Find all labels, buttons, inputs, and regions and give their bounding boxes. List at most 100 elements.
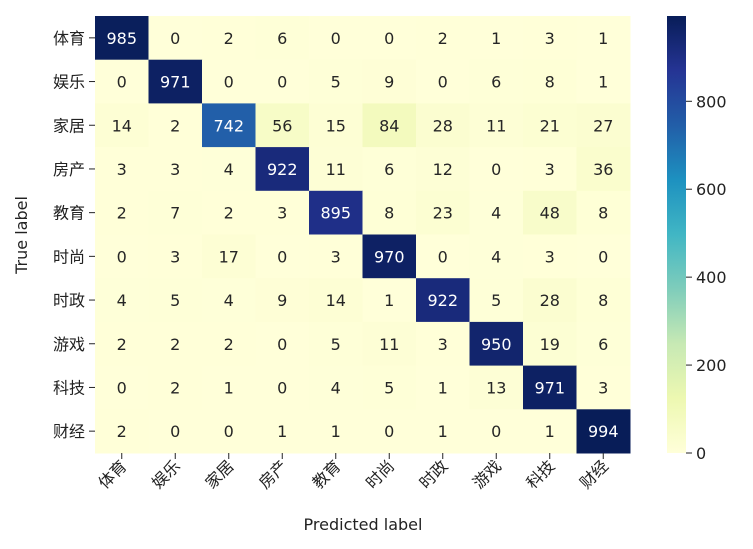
x-tick-label: 财经 <box>576 456 612 492</box>
heatmap-cell <box>416 190 470 235</box>
cell-value-label: 5 <box>331 335 341 354</box>
cell-value-label: 4 <box>117 291 127 310</box>
heatmap-cell <box>202 59 256 104</box>
x-tick-label: 娱乐 <box>148 456 184 492</box>
heatmap-cell <box>416 16 470 61</box>
x-tick-label: 时尚 <box>362 456 398 492</box>
cell-value-label: 11 <box>379 335 399 354</box>
cell-value-label: 6 <box>277 29 287 48</box>
heatmap-cell <box>523 190 577 235</box>
cell-value-label: 3 <box>170 247 180 266</box>
heatmap-cell <box>255 16 310 61</box>
x-tick-label: 房产 <box>255 456 291 492</box>
x-tick-label: 科技 <box>523 456 559 492</box>
heatmap-cell <box>309 409 363 454</box>
heatmap-cell <box>148 409 203 454</box>
heatmap-cell <box>469 409 524 454</box>
cell-value-label: 0 <box>277 247 287 266</box>
cell-value-label: 2 <box>224 335 234 354</box>
y-tick-label: 时政 <box>53 291 85 310</box>
cell-value-label: 28 <box>540 291 560 310</box>
cell-value-label: 1 <box>384 291 394 310</box>
heatmap-cell <box>523 278 577 323</box>
cell-value-label: 742 <box>213 116 244 135</box>
cell-value-label: 17 <box>219 247 239 266</box>
heatmap-cell <box>309 147 363 192</box>
heatmap-cell <box>469 321 524 367</box>
heatmap-cell <box>416 365 470 410</box>
cell-value-label: 0 <box>170 29 180 48</box>
x-tick-label: 家居 <box>202 456 238 492</box>
heatmap-cell <box>148 103 203 148</box>
cell-value-label: 8 <box>384 204 394 223</box>
colorbar-tick-label: 800 <box>696 92 727 111</box>
heatmap-cell <box>576 190 631 235</box>
cell-value-label: 3 <box>545 247 555 266</box>
cell-value-label: 5 <box>170 291 180 310</box>
heatmap-cell <box>255 103 310 148</box>
cell-value-label: 0 <box>170 422 180 441</box>
cell-value-label: 0 <box>277 335 287 354</box>
cell-value-label: 1 <box>331 422 341 441</box>
heatmap-cell <box>309 190 363 235</box>
heatmap-cell <box>202 16 256 61</box>
cell-value-label: 985 <box>106 29 137 48</box>
cell-value-label: 1 <box>277 422 287 441</box>
cell-value-label: 2 <box>170 335 180 354</box>
heatmap-cell <box>95 190 149 235</box>
heatmap-cell <box>309 59 363 104</box>
colorbar-tick-label: 400 <box>696 268 727 287</box>
heatmap-cell <box>202 190 256 235</box>
cell-value-label: 23 <box>433 204 453 223</box>
heatmap-cell <box>148 147 203 192</box>
heatmap-cell <box>469 59 524 104</box>
heatmap-cell <box>95 409 149 454</box>
cell-value-label: 971 <box>534 378 565 397</box>
cell-value-label: 19 <box>540 335 560 354</box>
heatmap-cell <box>309 16 363 61</box>
heatmap-cell <box>255 278 310 323</box>
heatmap-cell <box>469 147 524 192</box>
cell-value-label: 0 <box>117 73 127 92</box>
heatmap-cell <box>148 321 203 367</box>
heatmap-cell <box>469 234 524 279</box>
heatmap-cell <box>362 365 417 410</box>
heatmap-cell <box>523 234 577 279</box>
cell-value-label: 2 <box>117 422 127 441</box>
heatmap-cells <box>95 16 631 454</box>
heatmap-cell <box>576 234 631 279</box>
cell-value-label: 4 <box>224 160 234 179</box>
heatmap-cell <box>255 409 310 454</box>
heatmap-cell <box>576 278 631 323</box>
cell-value-label: 0 <box>277 73 287 92</box>
heatmap-cell <box>309 321 363 367</box>
heatmap-cell <box>362 190 417 235</box>
y-axis-label: True label <box>12 196 31 275</box>
y-tick-label: 时尚 <box>53 247 85 266</box>
heatmap-cell <box>523 59 577 104</box>
cell-value-label: 1 <box>224 378 234 397</box>
cell-value-label: 1 <box>438 422 448 441</box>
cell-value-label: 28 <box>433 116 453 135</box>
cell-value-label: 895 <box>320 204 351 223</box>
cell-value-label: 13 <box>486 378 506 397</box>
heatmap-cell <box>523 147 577 192</box>
cell-value-label: 2 <box>224 29 234 48</box>
x-tick-label: 体育 <box>95 456 131 492</box>
cell-value-label: 0 <box>224 422 234 441</box>
heatmap-cell <box>202 365 256 410</box>
heatmap-cell <box>255 147 310 192</box>
cell-value-label: 0 <box>277 378 287 397</box>
cell-value-label: 48 <box>540 204 560 223</box>
cell-value-label: 2 <box>117 204 127 223</box>
cell-value-label: 922 <box>267 160 298 179</box>
cell-value-label: 3 <box>170 160 180 179</box>
heatmap-cell <box>148 234 203 279</box>
heatmap-cell <box>416 409 470 454</box>
heatmap-cell <box>416 321 470 367</box>
heatmap-cell <box>255 234 310 279</box>
heatmap-cell <box>202 321 256 367</box>
heatmap-cell <box>309 365 363 410</box>
heatmap-cell <box>362 147 417 192</box>
